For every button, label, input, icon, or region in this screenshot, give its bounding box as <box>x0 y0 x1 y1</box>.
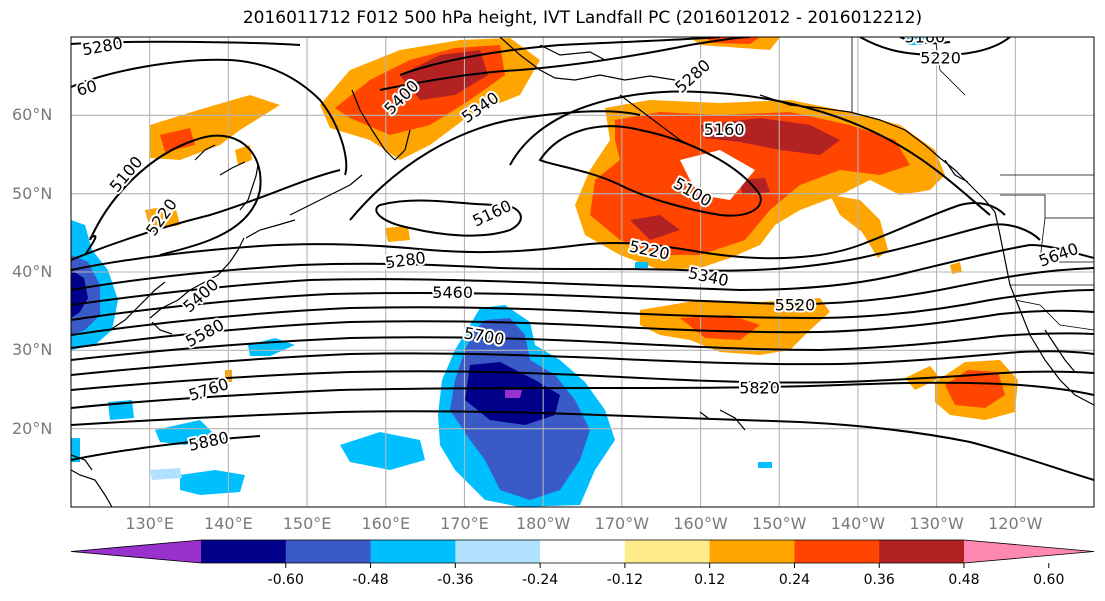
contour-label: 5520 <box>773 293 818 316</box>
colorbar-segment <box>709 540 795 563</box>
colorbar-outline <box>70 539 1095 564</box>
longitude-label: 140°W <box>830 514 886 533</box>
contour-label: 5280 <box>382 246 429 274</box>
contour-label: 5220 <box>918 47 963 70</box>
longitude-label: 160°W <box>673 514 728 533</box>
longitude-label: 130°W <box>909 514 964 533</box>
colorbar-tick-label: 0.12 <box>694 572 726 588</box>
longitude-label: 170°E <box>440 514 489 533</box>
longitude-label: 120°W <box>988 514 1043 533</box>
longitude-label: 150°E <box>282 514 332 533</box>
longitude-label: 140°E <box>204 514 253 533</box>
longitude-label: 180°W <box>515 514 571 533</box>
svg-text:5820: 5820 <box>739 378 780 397</box>
political-borders <box>851 37 1094 331</box>
colorbar-tick-label: 0.24 <box>778 572 811 588</box>
longitude-label: 160°E <box>361 514 411 533</box>
latitude-label: 20°N <box>12 418 53 438</box>
colorbar-segment <box>879 540 965 563</box>
colorbar-extend-low <box>71 540 201 563</box>
colorbar-tick-label: -0.60 <box>267 572 304 588</box>
colorbar-tick-label: 0.36 <box>863 572 895 588</box>
map-title: 2016011712 F012 500 hPa height, IVT Land… <box>242 8 923 28</box>
colorbar-segment <box>285 540 372 563</box>
svg-text:5160: 5160 <box>904 28 945 47</box>
latitude-label: 50°N <box>12 183 53 203</box>
gridlines <box>71 37 1094 507</box>
contour-label: 5160 <box>702 118 747 141</box>
svg-text:5520: 5520 <box>775 295 816 314</box>
longitude-label: 170°W <box>594 514 650 533</box>
map-frame <box>70 36 1095 508</box>
contour-label: 5160 <box>902 28 947 49</box>
colorbar-tick-label: 0.60 <box>1033 572 1065 588</box>
svg-text:5460: 5460 <box>432 283 473 302</box>
colorbar-segment <box>794 540 880 563</box>
latitude-label: 30°N <box>12 340 53 360</box>
colorbar-tick-label: -0.36 <box>437 572 474 588</box>
colorbar-segment <box>540 540 626 563</box>
longitude-label: 130°E <box>125 514 175 533</box>
colorbar-segment <box>624 540 711 563</box>
colorbar <box>70 539 1095 568</box>
contour-label: 5460 <box>430 281 475 304</box>
longitude-label: 150°W <box>752 514 807 533</box>
colorbar-tick-label: -0.48 <box>352 572 389 588</box>
colorbar-segment <box>455 540 541 563</box>
svg-text:5280: 5280 <box>384 248 427 272</box>
latitude-label: 60°N <box>12 105 53 125</box>
svg-text:5220: 5220 <box>920 49 961 68</box>
colorbar-segment <box>201 540 287 563</box>
svg-text:5160: 5160 <box>704 120 745 139</box>
colorbar-tick-label: 0.48 <box>948 572 980 588</box>
ivt-positive-shading <box>145 37 1018 420</box>
colorbar-extend-high <box>964 540 1094 563</box>
latitude-label: 40°N <box>12 262 53 281</box>
height-contours <box>71 37 1094 481</box>
colorbar-tick-label: -0.24 <box>521 572 559 588</box>
colorbar-segment <box>370 540 456 563</box>
colorbar-tick-label: -0.12 <box>606 572 643 588</box>
contour-label: 5820 <box>737 376 782 399</box>
ivt-negative-shading <box>71 37 925 507</box>
